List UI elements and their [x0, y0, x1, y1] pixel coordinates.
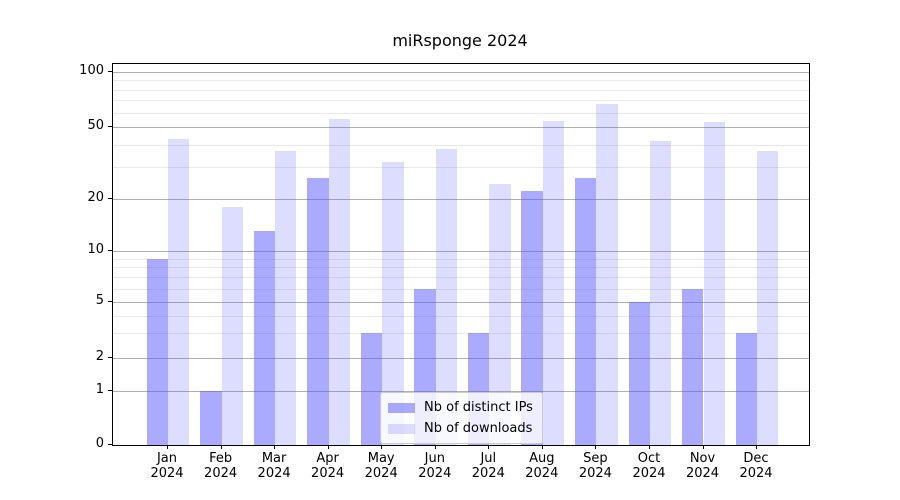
bar-downloads: [221, 206, 243, 445]
x-tick-label: Mar 2024: [257, 451, 291, 481]
x-tick-mark: [488, 445, 490, 449]
x-tick-mark: [167, 445, 168, 449]
bar-downloads: [703, 122, 725, 445]
gridline-major: [113, 251, 809, 252]
gridline-minor: [113, 167, 809, 168]
x-tick-label: Jul 2024: [471, 451, 505, 481]
plot-area: Nb of distinct IPs Nb of downloads: [112, 63, 810, 446]
x-tick-mark: [274, 445, 276, 449]
y-tick-label: 2: [95, 348, 104, 364]
gridline-major: [113, 357, 809, 359]
gridline-minor: [113, 89, 809, 91]
legend-item: Nb of downloads: [388, 418, 533, 439]
bar-downloads: [168, 138, 190, 445]
legend-item: Nb of distinct IPs: [388, 397, 533, 418]
gridline-minor: [113, 315, 809, 317]
x-tick-mark: [220, 445, 222, 449]
bar-downloads: [435, 148, 458, 445]
gridline-minor: [113, 288, 809, 290]
gridline-major: [113, 71, 809, 73]
gridline-major: [113, 198, 809, 200]
y-tick-label: 20: [87, 189, 104, 205]
legend-label-distinct-ips: Nb of distinct IPs: [424, 400, 533, 415]
x-tick-mark: [381, 445, 383, 449]
y-tick-mark: [108, 356, 112, 358]
x-tick-mark: [756, 445, 757, 449]
legend-swatch-distinct-ips: [388, 402, 415, 413]
x-tick-label: Oct 2024: [632, 451, 666, 481]
y-tick-label: 5: [95, 293, 104, 308]
x-tick-mark: [649, 445, 650, 449]
gridline-minor: [113, 144, 809, 146]
x-tick-mark: [702, 445, 704, 449]
x-tick-label: Aug 2024: [525, 451, 559, 481]
bar-downloads: [650, 140, 672, 445]
legend-label-downloads: Nb of downloads: [424, 421, 533, 436]
legend: Nb of distinct IPs Nb of downloads: [380, 392, 543, 444]
gridline-minor: [113, 112, 809, 114]
x-tick-mark: [541, 445, 543, 449]
y-tick-mark: [108, 444, 112, 445]
x-tick-mark: [434, 445, 436, 449]
x-tick-label: Sep 2024: [578, 451, 612, 481]
x-tick-mark: [327, 445, 329, 449]
gridline-minor: [113, 100, 809, 102]
gridline-minor: [113, 80, 809, 82]
bar-downloads: [542, 120, 565, 445]
bar-distinct-ips: [521, 191, 543, 445]
bar-distinct-ips: [307, 178, 329, 445]
x-tick-label: Nov 2024: [685, 451, 720, 481]
x-tick-label: Dec 2024: [739, 451, 773, 481]
x-tick-label: Jun 2024: [418, 451, 452, 481]
y-tick-label: 1: [95, 381, 104, 397]
bar-distinct-ips: [253, 231, 276, 445]
gridline-minor: [113, 267, 809, 269]
bar-downloads: [596, 103, 618, 445]
gridline-major: [113, 127, 809, 128]
gridline-minor: [113, 333, 809, 335]
bar-distinct-ips: [575, 178, 597, 445]
x-tick-mark: [595, 445, 597, 449]
bar-downloads: [275, 150, 297, 445]
bar-distinct-ips: [146, 258, 168, 445]
x-tick-label: Feb 2024: [204, 451, 238, 481]
y-tick-mark: [108, 197, 112, 199]
y-tick-mark: [108, 126, 112, 127]
bar-distinct-ips: [200, 390, 222, 445]
y-tick-label: 100: [79, 62, 104, 78]
y-tick-label: 50: [87, 118, 104, 133]
gridline-minor: [113, 258, 809, 260]
bar-downloads: [489, 184, 511, 445]
chart-title: miRsponge 2024: [392, 31, 528, 50]
gridline-major: [113, 390, 809, 392]
legend-swatch-downloads: [388, 423, 415, 434]
bar-downloads: [382, 161, 404, 445]
bar-downloads: [757, 150, 779, 445]
x-tick-label: Jan 2024: [150, 451, 184, 481]
bar-distinct-ips: [360, 333, 383, 445]
bar-downloads: [328, 119, 350, 445]
gridline-major: [113, 302, 809, 303]
y-tick-mark: [108, 389, 112, 391]
bar-distinct-ips: [735, 333, 757, 445]
gridline-minor: [113, 277, 809, 279]
bar-distinct-ips: [682, 288, 704, 445]
y-tick-label: 0: [95, 436, 104, 451]
x-tick-label: May 2024: [364, 451, 398, 481]
y-tick-mark: [108, 301, 112, 302]
y-tick-mark: [108, 70, 112, 72]
bar-distinct-ips: [628, 302, 650, 445]
x-tick-label: Apr 2024: [311, 451, 345, 481]
y-tick-mark: [108, 250, 112, 251]
y-tick-label: 10: [87, 242, 104, 257]
